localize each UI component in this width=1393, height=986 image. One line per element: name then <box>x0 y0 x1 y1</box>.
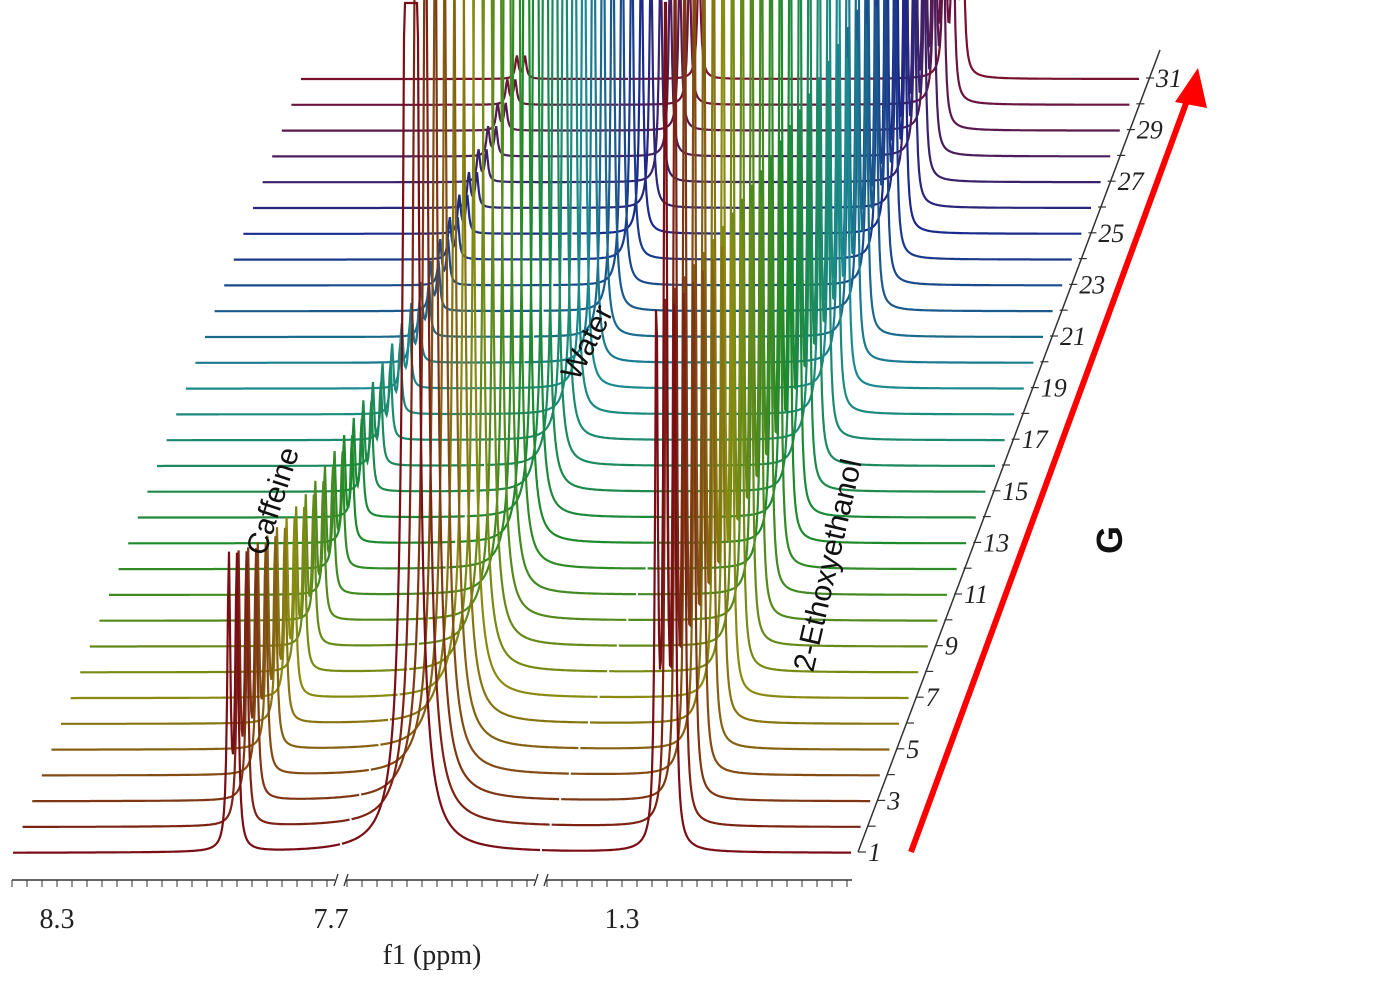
gradient-arrowhead <box>1175 68 1207 108</box>
trace-22 <box>214 0 1053 313</box>
trace-23 <box>224 0 1063 287</box>
trace-number-label: 19 <box>1041 374 1067 403</box>
x-axis-break <box>333 873 349 887</box>
trace-number-label: 25 <box>1098 219 1124 248</box>
trace-axis-line <box>857 49 1161 853</box>
trace-number-label: 15 <box>1002 477 1028 506</box>
spectra-traces <box>13 0 1139 854</box>
trace-number-label: 13 <box>983 528 1009 557</box>
trace-number-label: 21 <box>1060 322 1086 351</box>
trace-line-24 <box>233 0 1072 261</box>
gradient-arrow <box>908 68 1207 854</box>
trace-number-label: 31 <box>1155 64 1182 93</box>
trace-number-label: 3 <box>886 786 900 815</box>
gradient-arrow-shaft <box>908 96 1191 854</box>
x-tick-label: 1.3 <box>605 904 640 935</box>
trace-number-label: 17 <box>1022 425 1049 454</box>
trace-2 <box>22 0 861 828</box>
trace-number-label: 1 <box>868 838 881 867</box>
annotation-water: Water <box>555 300 620 385</box>
trace-26 <box>253 0 1091 210</box>
trace-line-23 <box>224 0 1063 287</box>
trace-line-25 <box>243 0 1082 235</box>
f1-axis: 8.3 7.7 1.3 <box>11 873 852 935</box>
trace-number-label: 9 <box>945 632 958 661</box>
trace-5 <box>51 0 890 751</box>
trace-25 <box>243 0 1082 235</box>
x-axis-break <box>533 873 549 887</box>
trace-6 <box>61 0 900 725</box>
trace-line-22 <box>214 0 1053 313</box>
trace-line-26 <box>253 0 1091 210</box>
annotation-ethoxyethanol: 2-Ethoxyethanol <box>788 456 869 675</box>
trace-number-label: 27 <box>1118 167 1145 196</box>
gradient-label: G <box>1089 526 1130 554</box>
x-axis-title: f1 (ppm) <box>383 940 482 971</box>
trace-24 <box>233 0 1072 261</box>
trace-number-label: 7 <box>926 683 940 712</box>
trace-line-5 <box>51 0 890 751</box>
trace-number-label: 5 <box>906 735 919 764</box>
trace-1 <box>13 1 851 854</box>
trace-number-label: 11 <box>964 580 988 609</box>
trace-line-1 <box>13 1 851 854</box>
x-tick-label: 8.3 <box>40 904 75 935</box>
trace-number-label: 29 <box>1137 116 1163 145</box>
trace-number-label: 23 <box>1079 270 1105 299</box>
x-tick-label: 7.7 <box>314 904 349 935</box>
trace-line-6 <box>61 0 900 725</box>
trace-line-2 <box>22 0 861 828</box>
